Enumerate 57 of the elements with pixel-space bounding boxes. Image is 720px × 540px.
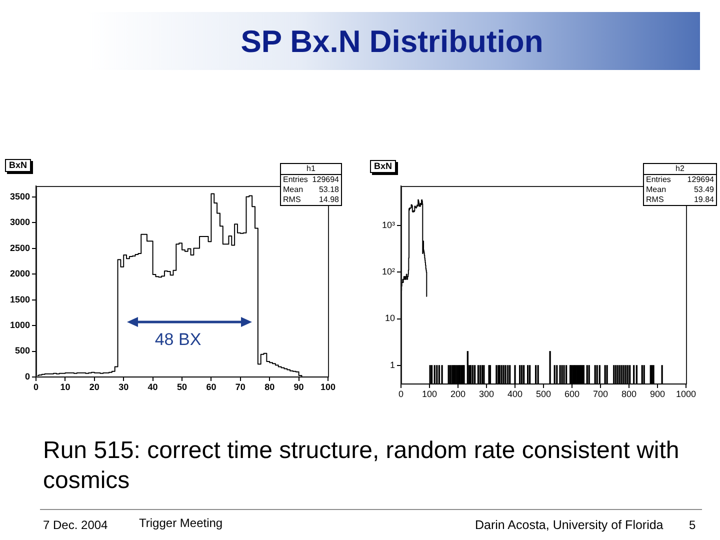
annotation: Mean — [283, 185, 304, 195]
x-tick-label: 60 — [206, 382, 216, 392]
y-tick-label: 1500 — [10, 294, 30, 304]
x-tick-label: 70 — [235, 382, 246, 392]
text: 53.49 — [694, 185, 714, 195]
text: 7 Dec. 2004 — [43, 518, 108, 532]
text: 5 — [689, 518, 696, 532]
annotation: RMS — [646, 195, 664, 205]
text: 129694 — [312, 175, 339, 185]
y-tick-label: 2500 — [10, 242, 30, 253]
x-tick-label: 0 — [398, 388, 404, 399]
x-tick-label: 100 — [320, 382, 336, 392]
text: 19.84 — [694, 195, 714, 205]
y-tick-label: 3000 — [10, 217, 30, 228]
x-tick-label: 400 — [507, 388, 523, 399]
text: 129694 — [687, 175, 714, 185]
y-tick-label: 0 — [24, 371, 30, 382]
x-tick-label: 0 — [33, 382, 39, 392]
x-tick-label: 300 — [478, 388, 494, 399]
y-tick-label: 10² — [382, 266, 395, 277]
annotation: 53.18 — [318, 185, 339, 195]
text: Entries — [283, 175, 308, 185]
annotation: 48 BX — [154, 330, 202, 350]
x-tick-label: 500 — [536, 388, 552, 399]
y-tick-label: 10³ — [382, 220, 395, 230]
x-tick-label: 30 — [118, 382, 129, 392]
x-tick-label: 100 — [422, 388, 438, 399]
x-tick-label: 900 — [650, 388, 666, 399]
y-tick-label: 3500 — [10, 191, 30, 202]
x-tick-label: 20 — [89, 382, 100, 392]
x-tick-label: 80 — [264, 382, 275, 392]
annotation: RMS — [283, 195, 301, 205]
x-tick-label: 10 — [60, 382, 70, 392]
x-tick-label: 1000 — [676, 388, 696, 399]
y-tick-label: 2000 — [10, 268, 30, 279]
annotation: 14.98 — [318, 195, 339, 205]
text: Run 515: correct time structure, random rate consistent with cosmics — [43, 436, 680, 496]
y-tick-label: 10 — [384, 313, 395, 324]
x-tick-label: 40 — [148, 382, 158, 392]
x-tick-label: 200 — [450, 388, 466, 399]
chart-title: BxN — [370, 160, 396, 173]
text: h1 — [281, 164, 341, 175]
text: Darin Acosta, University of Florida — [475, 518, 664, 532]
x-tick-label: 50 — [176, 382, 188, 392]
chart-title: BxN — [5, 159, 32, 172]
y-tick-label: 1000 — [10, 320, 30, 330]
text: Entries — [646, 175, 671, 185]
y-tick-label: 1 — [390, 360, 395, 370]
x-tick-label: 90 — [294, 382, 304, 392]
x-tick-label: 800 — [621, 388, 637, 399]
annotation: Mean — [646, 185, 666, 195]
text: Trigger Meeting — [139, 516, 223, 530]
x-tick-label: 700 — [592, 388, 608, 399]
text: h2 — [644, 164, 716, 175]
y-tick-label: 500 — [14, 346, 30, 356]
text: SP Bx.N Distribution — [240, 24, 544, 60]
x-tick-label: 600 — [564, 388, 580, 399]
